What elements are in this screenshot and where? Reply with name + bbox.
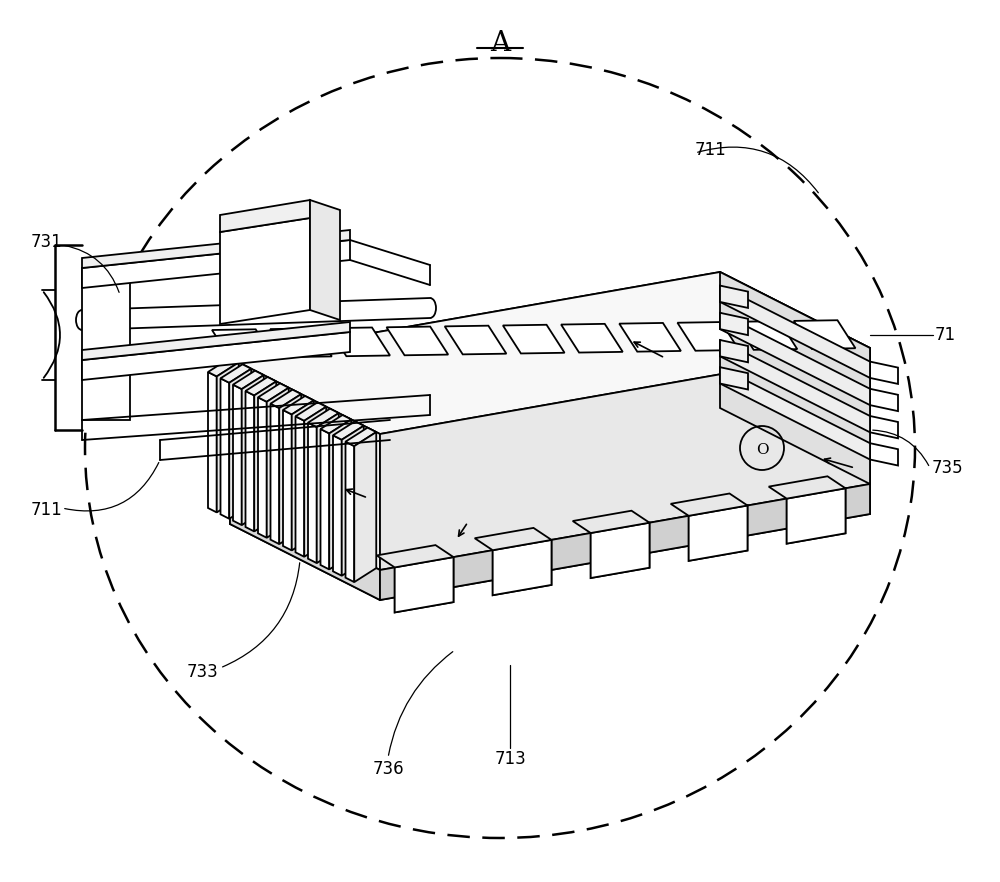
Polygon shape: [246, 391, 254, 532]
Polygon shape: [258, 384, 289, 402]
Polygon shape: [354, 432, 376, 582]
Polygon shape: [283, 396, 314, 415]
Text: A: A: [490, 30, 510, 57]
Polygon shape: [395, 557, 454, 612]
Polygon shape: [258, 397, 267, 538]
Polygon shape: [270, 390, 301, 408]
Polygon shape: [619, 323, 681, 352]
Polygon shape: [346, 428, 376, 446]
Polygon shape: [377, 545, 454, 567]
Polygon shape: [242, 375, 264, 525]
Text: 713: 713: [494, 750, 526, 768]
Polygon shape: [320, 415, 351, 433]
Polygon shape: [493, 540, 552, 595]
Text: 71: 71: [935, 326, 956, 344]
Polygon shape: [342, 426, 364, 576]
Polygon shape: [220, 218, 310, 324]
Polygon shape: [270, 328, 332, 357]
Polygon shape: [233, 370, 264, 389]
Polygon shape: [561, 324, 623, 353]
Polygon shape: [220, 364, 251, 383]
Polygon shape: [217, 363, 239, 512]
Polygon shape: [329, 420, 351, 570]
Polygon shape: [720, 367, 870, 460]
Polygon shape: [573, 511, 650, 533]
Polygon shape: [787, 489, 846, 543]
Polygon shape: [82, 332, 350, 380]
Text: 711: 711: [30, 501, 62, 519]
Polygon shape: [267, 388, 289, 538]
Text: 711: 711: [695, 141, 727, 159]
Polygon shape: [230, 358, 380, 570]
Polygon shape: [870, 362, 898, 384]
Polygon shape: [395, 557, 454, 612]
Polygon shape: [503, 325, 565, 354]
Polygon shape: [308, 408, 339, 427]
Polygon shape: [208, 358, 239, 377]
Polygon shape: [380, 484, 870, 600]
Polygon shape: [212, 329, 274, 358]
Polygon shape: [689, 505, 748, 561]
Polygon shape: [591, 523, 650, 578]
Polygon shape: [230, 272, 870, 434]
Text: 733: 733: [186, 663, 218, 681]
Polygon shape: [304, 407, 326, 557]
Polygon shape: [387, 326, 448, 355]
Polygon shape: [82, 240, 350, 288]
Polygon shape: [720, 340, 870, 432]
Polygon shape: [270, 404, 279, 544]
Polygon shape: [677, 322, 739, 351]
Polygon shape: [720, 272, 870, 484]
Polygon shape: [870, 416, 898, 438]
Polygon shape: [720, 313, 870, 405]
Polygon shape: [292, 400, 314, 550]
Polygon shape: [82, 268, 130, 420]
Polygon shape: [333, 436, 342, 576]
Polygon shape: [591, 523, 650, 578]
Polygon shape: [254, 381, 276, 532]
Polygon shape: [346, 442, 354, 582]
Polygon shape: [320, 429, 329, 570]
Polygon shape: [445, 325, 506, 355]
Polygon shape: [720, 367, 748, 390]
Polygon shape: [208, 372, 217, 512]
Polygon shape: [328, 327, 390, 356]
Polygon shape: [720, 313, 748, 335]
Polygon shape: [296, 416, 304, 557]
Text: 736: 736: [372, 760, 404, 778]
Polygon shape: [380, 348, 870, 570]
Polygon shape: [870, 389, 898, 411]
Polygon shape: [671, 494, 748, 516]
Polygon shape: [720, 286, 870, 377]
Polygon shape: [220, 200, 310, 232]
Polygon shape: [220, 378, 229, 519]
Text: 735: 735: [932, 459, 964, 477]
Polygon shape: [794, 320, 855, 349]
Polygon shape: [736, 321, 797, 350]
Polygon shape: [475, 528, 552, 550]
Polygon shape: [493, 540, 552, 595]
Polygon shape: [296, 402, 326, 421]
Polygon shape: [246, 377, 276, 395]
Polygon shape: [769, 476, 846, 498]
Polygon shape: [310, 200, 340, 320]
Polygon shape: [870, 443, 898, 466]
Polygon shape: [229, 369, 251, 519]
Polygon shape: [82, 230, 350, 268]
Polygon shape: [82, 322, 350, 360]
Polygon shape: [787, 489, 846, 543]
Polygon shape: [279, 394, 301, 544]
Text: 731: 731: [30, 233, 62, 251]
Polygon shape: [720, 286, 748, 308]
Polygon shape: [689, 505, 748, 561]
Text: O: O: [756, 443, 768, 457]
Polygon shape: [283, 410, 292, 550]
Polygon shape: [230, 494, 380, 600]
Polygon shape: [308, 422, 317, 563]
Polygon shape: [720, 340, 748, 363]
Polygon shape: [233, 385, 242, 525]
Polygon shape: [317, 413, 339, 563]
Polygon shape: [333, 422, 364, 440]
